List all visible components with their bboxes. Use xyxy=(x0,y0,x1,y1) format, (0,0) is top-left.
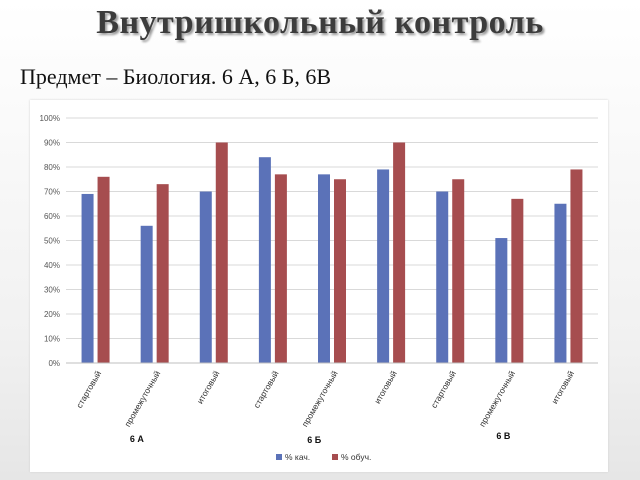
bar xyxy=(156,184,169,363)
y-tick-label: 10% xyxy=(44,335,60,344)
y-tick-label: 30% xyxy=(44,286,60,295)
bar-chart: 0% 10% 20% 30% 40% 50% 60% 70% 80% 90% 100% стартов… xyxy=(40,114,598,462)
x-tick-label: итоговый xyxy=(549,369,576,406)
bar xyxy=(199,191,212,363)
y-tick-label: 90% xyxy=(44,139,60,148)
bar xyxy=(215,142,228,363)
y-tick-label: 20% xyxy=(44,310,60,319)
bar xyxy=(554,203,567,363)
x-tick-label: стартовый xyxy=(429,369,458,410)
y-tick-label: 50% xyxy=(44,237,60,246)
bar xyxy=(97,176,110,363)
group-label: 6 Б xyxy=(307,435,322,445)
bar xyxy=(258,157,271,363)
bar xyxy=(570,169,583,363)
y-tick-label: 60% xyxy=(44,212,60,221)
bar xyxy=(318,174,330,363)
x-tick-label: стартовый xyxy=(251,369,280,410)
slide-title: Внутришкольный контроль xyxy=(96,4,544,41)
x-tick-label: стартовый xyxy=(74,369,103,410)
bar xyxy=(452,179,465,363)
x-tick-label: промежуточный xyxy=(122,369,162,429)
bar xyxy=(511,198,524,363)
x-tick-label: итоговый xyxy=(195,369,222,406)
legend-swatch xyxy=(332,454,338,460)
group-label: 6 А xyxy=(130,434,145,444)
x-tick-label: промежуточный xyxy=(300,369,340,429)
legend-swatch xyxy=(276,454,282,460)
y-tick-label: 40% xyxy=(44,261,60,270)
y-tick-label: 80% xyxy=(44,163,60,172)
y-tick-label: 70% xyxy=(44,188,60,197)
legend-label: % обуч. xyxy=(341,452,371,462)
bar xyxy=(393,142,406,363)
x-tick-label: итоговый xyxy=(372,369,399,406)
bar xyxy=(274,174,287,363)
slide-subtitle: Предмет – Биология. 6 А, 6 Б, 6В xyxy=(20,64,332,89)
bar xyxy=(377,169,390,363)
bar xyxy=(334,179,346,363)
legend-label: % кач. xyxy=(285,452,310,462)
y-tick-label: 0% xyxy=(48,359,60,368)
bar xyxy=(495,238,508,363)
x-tick-label: промежуточный xyxy=(477,369,517,429)
chart-panel: 0% 10% 20% 30% 40% 50% 60% 70% 80% 90% 100% стартов… xyxy=(30,100,608,472)
y-tick-label: 100% xyxy=(40,114,60,123)
bar xyxy=(436,191,449,363)
bar xyxy=(81,193,94,363)
group-label: 6 В xyxy=(496,431,511,441)
bar xyxy=(140,225,153,363)
